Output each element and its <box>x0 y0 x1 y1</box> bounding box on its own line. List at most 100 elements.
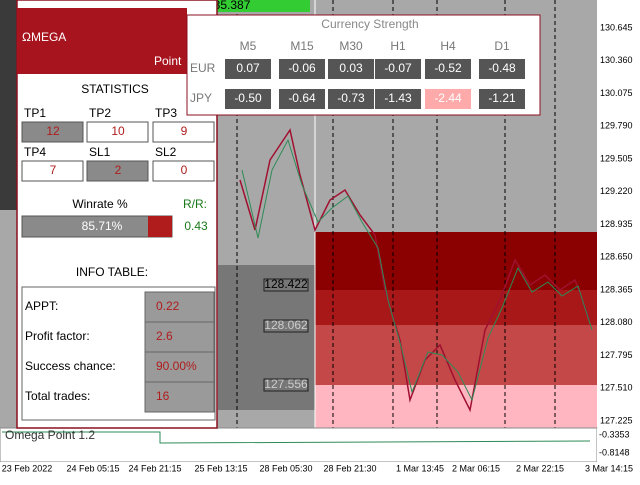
target-value: 10 <box>111 124 125 138</box>
strength-value: 0.07 <box>236 61 260 75</box>
level-box <box>263 378 309 392</box>
info-label: Total trades: <box>25 389 90 403</box>
strength-cell <box>328 59 374 79</box>
currency-title: Currency Strength <box>321 17 418 31</box>
strength-value: -1.43 <box>384 91 412 105</box>
indicator-axis <box>597 428 640 462</box>
target-value: 2 <box>115 163 122 177</box>
target-cell <box>86 160 149 182</box>
winrate-value: 85.71% <box>82 219 123 233</box>
info-cell <box>144 381 215 413</box>
level-box <box>263 319 309 333</box>
time-tick: 2 Mar 06:15 <box>452 463 500 473</box>
target-cell <box>152 121 215 143</box>
target-value: 12 <box>46 124 60 138</box>
shade <box>218 265 315 410</box>
zone <box>315 290 597 325</box>
shade <box>0 0 18 210</box>
indicator-name: Omega Point 1.2 <box>5 428 95 442</box>
indicator-line <box>2 431 591 444</box>
timeframe: H1 <box>390 39 406 53</box>
strength-value: 0.03 <box>339 61 363 75</box>
price-tick: 127.225 <box>600 415 633 425</box>
target-label: TP3 <box>155 106 177 120</box>
price-tick: 127.795 <box>600 350 633 360</box>
strength-cell <box>375 89 421 109</box>
info-value: 16 <box>156 389 170 403</box>
strength-cell <box>425 89 471 109</box>
target-cell <box>21 160 84 182</box>
price-tick: 129.220 <box>600 186 633 196</box>
target-label: TP2 <box>89 106 111 120</box>
strength-cell <box>279 89 325 109</box>
level-label: 128.422 <box>264 277 308 291</box>
price-tick: 128.365 <box>600 284 633 294</box>
zone <box>315 325 597 385</box>
info-label: Success chance: <box>25 359 116 373</box>
info-title: INFO TABLE: <box>76 265 148 279</box>
strength-cell <box>328 89 374 109</box>
price-tag <box>205 0 310 12</box>
strength-cell <box>225 59 271 79</box>
timeframe: M5 <box>240 39 257 53</box>
rr-label: R/R: <box>183 197 207 211</box>
logo-subtitle: Point <box>154 54 182 68</box>
stats-title: STATISTICS <box>81 82 149 96</box>
info-cell <box>144 321 215 353</box>
strength-cell <box>279 59 325 79</box>
strength-value: -0.48 <box>488 61 516 75</box>
price-line <box>239 128 591 413</box>
currency: JPY <box>190 91 212 105</box>
price-axis <box>597 0 640 428</box>
info-value: 90.00% <box>156 359 197 373</box>
time-tick: 28 Feb 21:30 <box>323 463 376 473</box>
zone <box>315 385 597 428</box>
price-line <box>241 138 593 402</box>
price-tick: 127.510 <box>600 383 633 393</box>
strength-value: -0.07 <box>384 61 412 75</box>
strength-value: -1.21 <box>488 91 516 105</box>
timeframe: D1 <box>494 39 510 53</box>
logo-bg <box>17 8 187 74</box>
target-cell <box>152 160 215 182</box>
level-label: 127.556 <box>264 377 308 391</box>
price-tag-text: 135.387 <box>207 0 251 12</box>
strength-cell <box>225 89 271 109</box>
strength-value: -0.50 <box>234 91 262 105</box>
price-tick: 129.790 <box>600 121 633 131</box>
winrate-loss <box>148 216 172 237</box>
time-axis <box>0 462 640 480</box>
winrate-label: Winrate % <box>72 197 128 211</box>
info-label: Profit factor: <box>25 329 90 343</box>
time-tick: 3 Mar 14:15 <box>585 463 633 473</box>
price-tick: 130.360 <box>600 55 633 65</box>
level-label: 128.062 <box>264 318 308 332</box>
price-tick: 128.935 <box>600 219 633 229</box>
price-tick: 130.075 <box>600 88 633 98</box>
currency: EUR <box>190 61 216 75</box>
strength-cell <box>375 59 421 79</box>
target-label: TP4 <box>24 145 46 159</box>
price-tick: 130.645 <box>600 22 633 32</box>
strength-value: -0.52 <box>434 61 462 75</box>
rr-value: 0.43 <box>184 219 208 233</box>
strength-cell <box>425 59 471 79</box>
target-value: 7 <box>50 163 57 177</box>
target-cell <box>21 121 84 143</box>
time-tick: 1 Mar 13:45 <box>396 463 444 473</box>
info-cell <box>144 351 215 383</box>
target-label: SL1 <box>89 145 111 159</box>
strength-value: -0.73 <box>337 91 365 105</box>
indicator-tick: -0.3353 <box>599 429 630 439</box>
time-tick: 24 Feb 05:15 <box>66 463 119 473</box>
target-value: 0 <box>181 163 188 177</box>
strength-value: -0.06 <box>288 61 316 75</box>
time-tick: 28 Feb 05:30 <box>259 463 312 473</box>
info-label: APPT: <box>25 299 58 313</box>
level-box <box>263 278 309 292</box>
logo-title: ΩMEGA <box>22 30 66 44</box>
price-tick: 128.080 <box>600 317 633 327</box>
strength-cell <box>479 89 525 109</box>
timeframe: M30 <box>339 39 363 53</box>
strength-cell <box>479 59 525 79</box>
